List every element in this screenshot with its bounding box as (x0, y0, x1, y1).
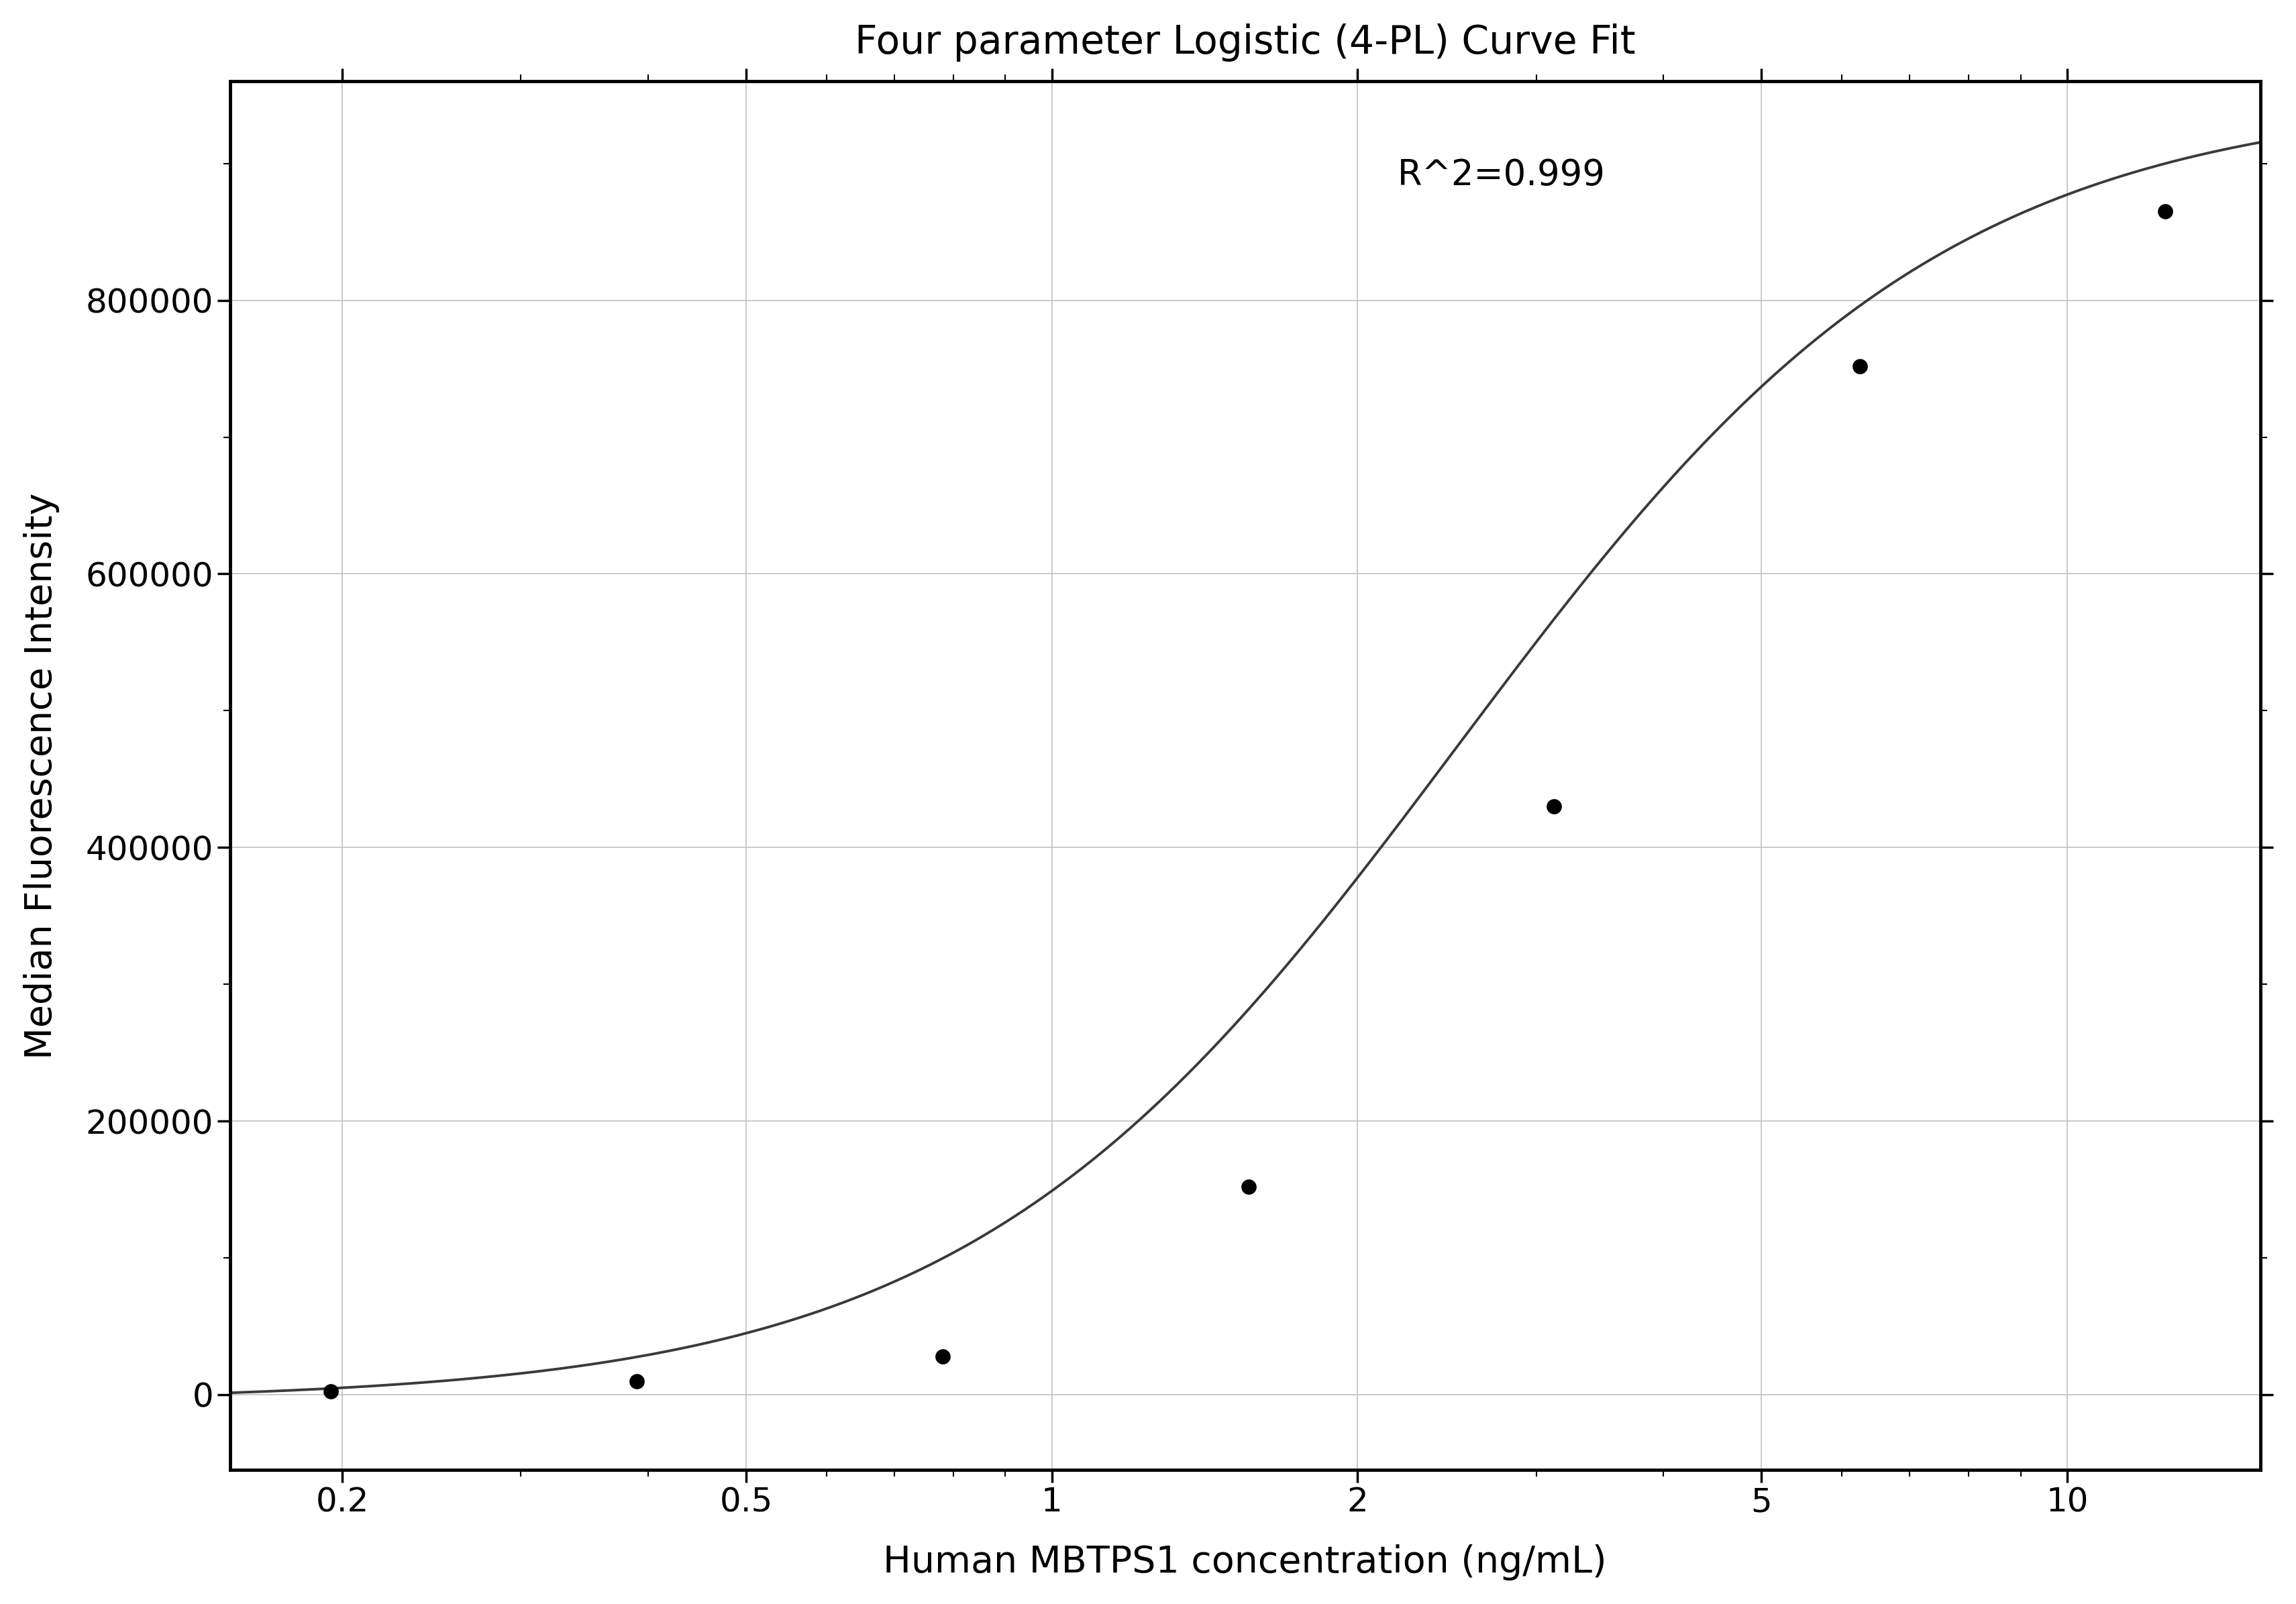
Point (1536, 794, 1573, 820)
Title: Four parameter Logistic (4-PL) Curve Fit: Four parameter Logistic (4-PL) Curve Fit (854, 24, 1635, 61)
Point (618, 1368, 654, 1394)
Point (312, 1378, 349, 1404)
Y-axis label: Median Fluorescence Intensity: Median Fluorescence Intensity (23, 492, 60, 1059)
Point (925, 1344, 962, 1370)
Point (2147, 199, 2183, 225)
X-axis label: Human MBTPS1 concentration (ng/mL): Human MBTPS1 concentration (ng/mL) (884, 1545, 1607, 1580)
Point (1841, 353, 1878, 379)
Point (1231, 1174, 1267, 1200)
Text: R^2=0.999: R^2=0.999 (1396, 157, 1605, 192)
